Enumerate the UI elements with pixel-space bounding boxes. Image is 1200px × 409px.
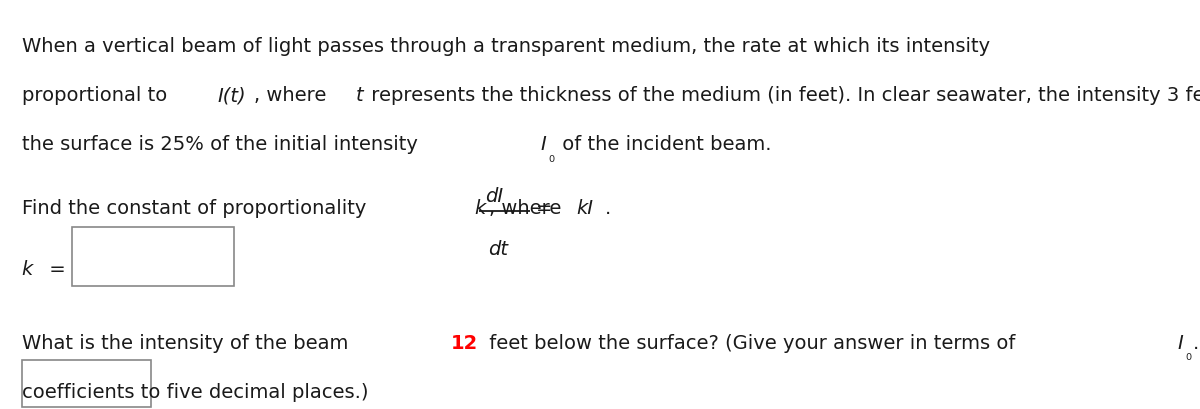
Text: When a vertical beam of light passes through a transparent medium, the rate at w: When a vertical beam of light passes thr…	[22, 37, 996, 56]
Text: dI: dI	[485, 186, 503, 205]
Text: the surface is 25% of the initial intensity: the surface is 25% of the initial intens…	[22, 135, 424, 154]
Text: , where: , where	[488, 198, 560, 217]
Text: I(t): I(t)	[217, 86, 246, 105]
Text: t: t	[355, 86, 364, 105]
Text: feet below the surface? (Give your answer in terms of: feet below the surface? (Give your answe…	[482, 333, 1021, 352]
Text: represents the thickness of the medium (in feet). In clear seawater, the intensi: represents the thickness of the medium (…	[365, 86, 1200, 105]
Text: What is the intensity of the beam: What is the intensity of the beam	[22, 333, 354, 352]
Text: I: I	[540, 135, 546, 154]
Text: =: =	[43, 260, 66, 279]
Text: k: k	[22, 260, 32, 279]
Text: Find the constant of proportionality: Find the constant of proportionality	[22, 198, 372, 217]
Text: kI: kI	[576, 198, 593, 217]
Text: dt: dt	[488, 239, 509, 258]
Text: I: I	[1177, 333, 1183, 352]
FancyBboxPatch shape	[22, 360, 151, 407]
FancyBboxPatch shape	[72, 227, 234, 286]
Text: =: =	[536, 198, 559, 217]
Text: ₀: ₀	[1186, 348, 1192, 363]
Text: k: k	[474, 198, 485, 217]
Text: , where: , where	[254, 86, 332, 105]
Text: proportional to: proportional to	[22, 86, 173, 105]
Text: 12: 12	[451, 333, 478, 352]
Text: coefficients to five decimal places.): coefficients to five decimal places.)	[22, 382, 368, 401]
Text: . Round any constants or: . Round any constants or	[1193, 333, 1200, 352]
Text: ₀: ₀	[548, 149, 554, 164]
Text: .: .	[605, 198, 611, 217]
Text: of the incident beam.: of the incident beam.	[556, 135, 772, 154]
